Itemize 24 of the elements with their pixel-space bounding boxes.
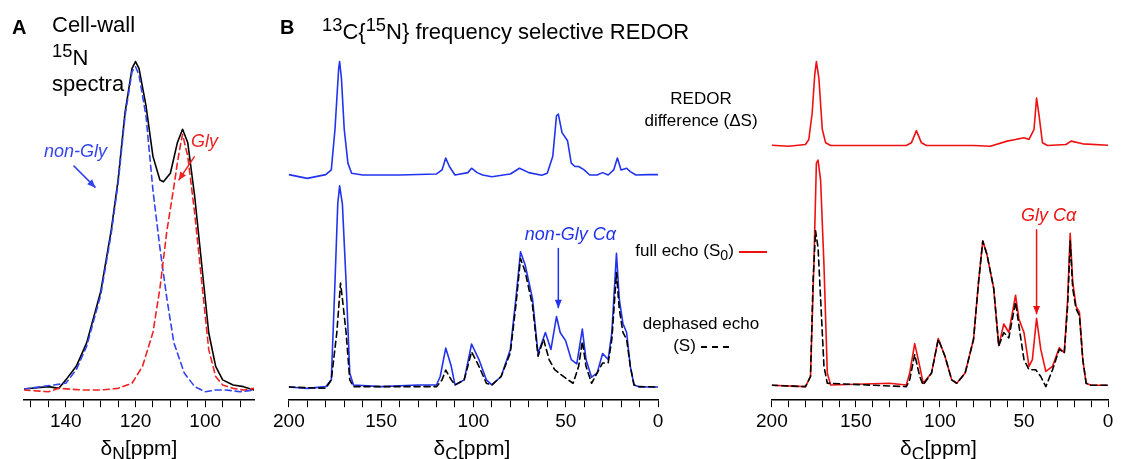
- chart-title: $^{13}$C{$^{15}$N} frequency selective REDOR: [322, 13, 691, 46]
- series-label: Gly: [191, 131, 220, 152]
- x-tick-label: 100: [924, 409, 956, 431]
- x-tick-label: 120: [119, 409, 152, 431]
- x-tick-label: 200: [273, 409, 305, 431]
- x-tick-label: 100: [189, 409, 222, 431]
- legend-label: full echo (S$_{0}$): [635, 241, 734, 264]
- x-tick-label: 50: [555, 409, 577, 431]
- x-tick-label: 50: [1013, 409, 1035, 431]
- series-label: non-Gly: [44, 140, 109, 161]
- series-label: REDOR difference (ΔS): [644, 89, 758, 130]
- annotation: Gly Cα: [1020, 205, 1077, 226]
- x-tick-label: 0: [1102, 409, 1114, 431]
- x-tick-label: 200: [756, 409, 788, 431]
- text: A: [12, 16, 27, 39]
- x-tick-label: 150: [365, 409, 397, 431]
- x-tick-label: 150: [840, 409, 872, 431]
- x-tick-label: 100: [457, 409, 490, 431]
- chart-title: Cell-wall $^{15}$N spectra: [52, 12, 137, 98]
- series-label: dephased echo (S): [642, 314, 760, 355]
- annotation: non-Gly Cα: [524, 223, 617, 244]
- x-tick-label: 140: [49, 409, 82, 431]
- x-tick-label: 0: [652, 409, 664, 431]
- text: B: [280, 16, 295, 39]
